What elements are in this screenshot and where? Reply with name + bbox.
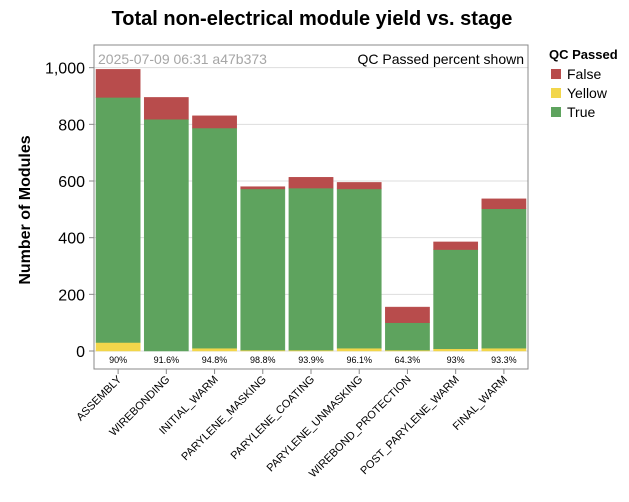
percent-label: 93% bbox=[447, 355, 465, 365]
percent-label: 93.9% bbox=[298, 355, 324, 365]
y-tick-label: 600 bbox=[58, 174, 85, 191]
bar-segment-yellow bbox=[433, 348, 479, 352]
percent-labels: 90% 91.6% 94.8% 98.8% 93.9% 96.1% 64.3% 93% 93.3… bbox=[109, 355, 517, 365]
legend: QC Passed False Yellow True bbox=[549, 47, 618, 120]
bar-segment-yellow bbox=[192, 347, 237, 352]
bar-segment-false bbox=[288, 177, 334, 189]
bar-segment-true bbox=[288, 187, 334, 351]
percent-label: 94.8% bbox=[202, 355, 228, 365]
bar-segment-yellow bbox=[336, 347, 382, 352]
legend-title: QC Passed bbox=[549, 47, 618, 62]
y-tick-label: 0 bbox=[76, 344, 85, 361]
bar-segment-false bbox=[481, 198, 527, 210]
bar-segment-true bbox=[95, 97, 141, 343]
bar-segment-yellow bbox=[481, 347, 527, 352]
y-axis-label: Number of Modules bbox=[17, 135, 34, 284]
y-tick-label: 400 bbox=[58, 231, 85, 248]
percent-label: 98.8% bbox=[250, 355, 276, 365]
bar-segment-false bbox=[240, 186, 286, 190]
legend-label: True bbox=[567, 104, 595, 120]
x-tick-label: POST_PARYLENE_WARM bbox=[358, 374, 461, 477]
annotation: QC Passed percent shown bbox=[357, 51, 524, 67]
timestamp: 2025-07-09 06:31 a47b373 bbox=[98, 51, 267, 67]
bar-segment-false bbox=[433, 241, 479, 250]
x-tick-label: WIREBOND_PROTECTION bbox=[307, 374, 414, 481]
y-ticks: 0 200 400 600 800 1,000 bbox=[45, 61, 94, 361]
percent-label: 93.3% bbox=[491, 355, 517, 365]
x-tick-label: PARYLENE_COATING bbox=[229, 374, 317, 462]
bar-segment-false bbox=[385, 306, 430, 323]
bar-segment-true bbox=[481, 208, 527, 349]
bar-segment-true bbox=[433, 249, 479, 349]
bar-segment-true bbox=[240, 188, 286, 351]
percent-label: 90% bbox=[109, 355, 127, 365]
legend-swatch bbox=[551, 107, 561, 117]
legend-swatch bbox=[551, 69, 561, 79]
percent-label: 64.3% bbox=[395, 355, 421, 365]
bar-segment-true bbox=[385, 322, 430, 351]
legend-label: Yellow bbox=[567, 85, 608, 101]
bar-segment-false bbox=[192, 115, 237, 129]
percent-label: 91.6% bbox=[154, 355, 180, 365]
x-tick-label: ASSEMBLY bbox=[74, 373, 124, 423]
legend-label: False bbox=[567, 66, 601, 82]
bar-segment-false bbox=[95, 69, 141, 98]
x-ticks: ASSEMBLYWIREBONDINGINITIAL_WARMPARYLENE_… bbox=[74, 369, 510, 480]
y-tick-label: 800 bbox=[58, 117, 85, 134]
bar-segment-false bbox=[143, 97, 189, 120]
bar-segment-true bbox=[336, 188, 382, 349]
y-tick-label: 1,000 bbox=[45, 61, 85, 78]
bar-segment-true bbox=[143, 118, 189, 352]
x-tick-label: PARYLENE_MASKING bbox=[179, 374, 268, 463]
bars bbox=[95, 69, 527, 352]
bar-segment-yellow bbox=[95, 342, 141, 352]
bar-segment-false bbox=[336, 182, 382, 190]
chart-title: Total non-electrical module yield vs. st… bbox=[112, 8, 513, 30]
bar-segment-true bbox=[192, 127, 237, 349]
percent-label: 96.1% bbox=[346, 355, 372, 365]
legend-swatch bbox=[551, 88, 561, 98]
x-tick-label: PARYLENE_UNMASKING bbox=[265, 374, 366, 475]
y-tick-label: 200 bbox=[58, 287, 85, 304]
